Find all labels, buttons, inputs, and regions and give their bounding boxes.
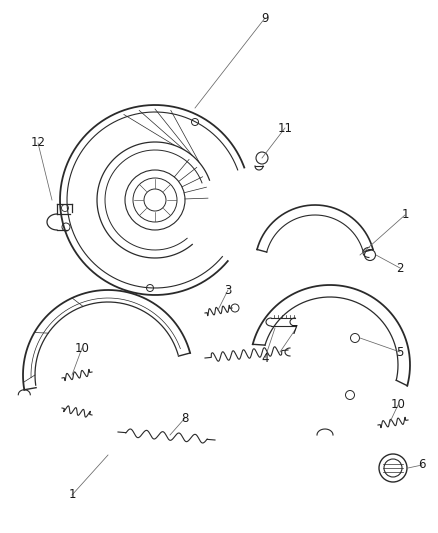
Text: 11: 11 (278, 122, 293, 134)
Text: 6: 6 (418, 458, 426, 472)
Text: 1: 1 (68, 489, 76, 502)
Text: 3: 3 (224, 284, 232, 296)
Text: 1: 1 (401, 208, 409, 222)
Text: 12: 12 (31, 136, 46, 149)
Text: 8: 8 (181, 411, 189, 424)
Text: 2: 2 (396, 262, 404, 274)
Text: 4: 4 (261, 351, 269, 365)
Text: 10: 10 (391, 399, 406, 411)
Text: 7: 7 (291, 324, 299, 336)
Text: 5: 5 (396, 345, 404, 359)
Text: 9: 9 (261, 12, 269, 25)
Text: 10: 10 (74, 342, 89, 354)
